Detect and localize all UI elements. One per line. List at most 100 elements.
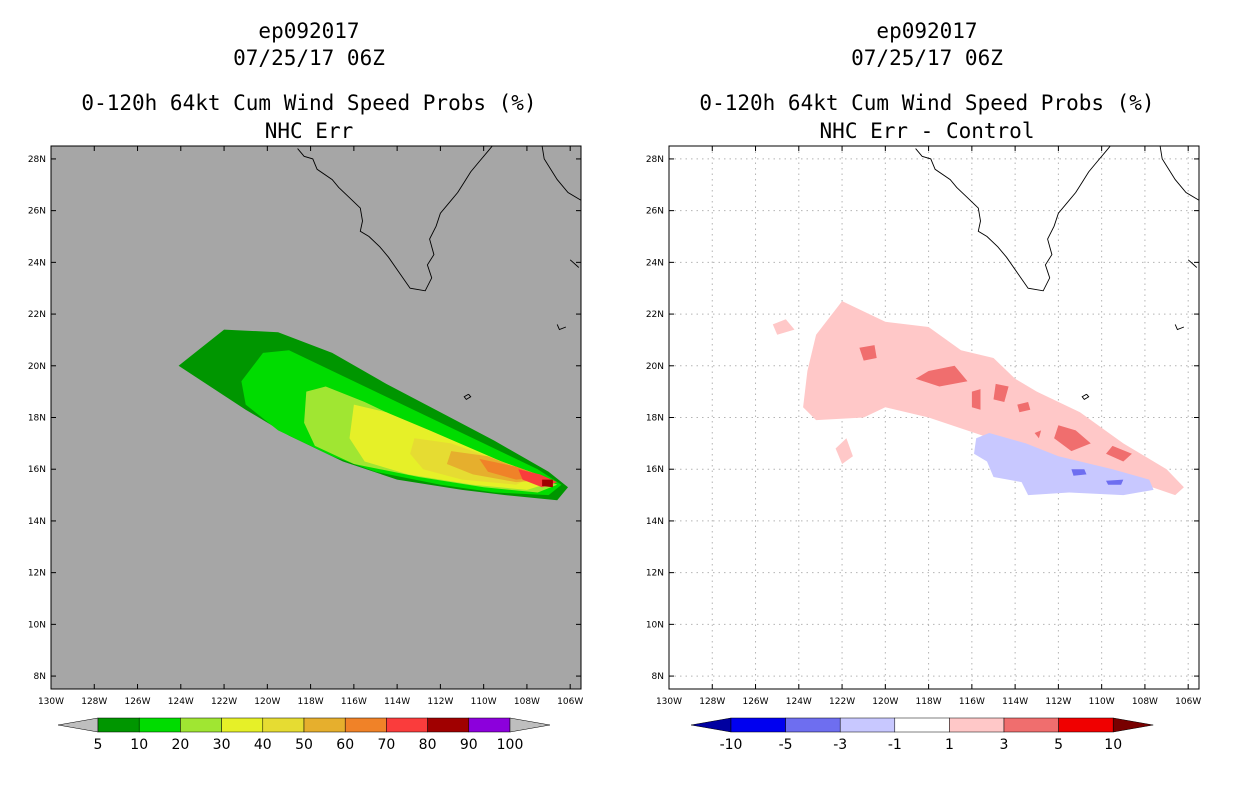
contour-level-3 [971, 389, 981, 410]
colorbar-label: -1 [888, 737, 902, 753]
lat-tick-label: 10N [646, 620, 664, 630]
lat-tick-label: 8N [652, 672, 664, 682]
contour-layer [178, 146, 581, 501]
subtitle: NHC Err - Control [819, 119, 1035, 143]
lon-tick-label: 112W [427, 697, 453, 707]
product-title: 0-120h 64kt Cum Wind Speed Probs (%) [699, 91, 1155, 115]
lat-tick-label: 16N [646, 465, 664, 475]
lon-tick-label: 116W [341, 697, 367, 707]
colorbar-segment [97, 717, 140, 733]
left-panel: ep092017 07/25/17 06Z 0-120h 64kt Cum Wi… [28, 19, 584, 753]
colorbar-segment [386, 717, 428, 733]
colorbar-segment [1058, 717, 1114, 733]
colorbar-label: -5 [779, 737, 793, 753]
contour-level--1 [974, 433, 1154, 496]
lon-tick-label: 106W [1175, 697, 1201, 707]
coastline [556, 324, 567, 331]
storm-id-title: ep092017 [876, 19, 978, 43]
lon-tick-label: 122W [211, 697, 237, 707]
lon-tick-label: 120W [254, 697, 280, 707]
subtitle: NHC Err [264, 119, 354, 143]
lon-tick-label: 128W [81, 697, 107, 707]
colorbar-segment [839, 717, 896, 733]
colorbar-label: 100 [497, 737, 524, 753]
colorbar-label: 30 [213, 737, 231, 753]
contour-level-3 [1054, 425, 1091, 452]
colorbar-label: 3 [1000, 737, 1009, 753]
colorbar-segment [730, 717, 786, 733]
lat-tick-label: 14N [646, 517, 664, 527]
colorbar-label: 5 [1054, 737, 1063, 753]
difference-map: 130W 128W 126W 124W 122W 120W 118W 116W 114W 112W… [646, 145, 1201, 707]
colorbar-label: 60 [336, 737, 354, 753]
colorbar-segment [262, 717, 305, 733]
colorbar-segment [894, 717, 950, 733]
colorbar-segment [221, 717, 264, 733]
coastline [1081, 393, 1090, 400]
coastline [541, 146, 581, 201]
coastline [1174, 324, 1185, 331]
colorbar-low-arrow [690, 717, 732, 733]
lon-tick-label: 126W [124, 697, 150, 707]
lat-tick-label: 20N [28, 362, 46, 372]
lat-tick-label: 26N [646, 207, 664, 217]
lon-tick-label: 110W [1089, 697, 1115, 707]
colorbar-label: 5 [94, 737, 103, 753]
lon-tick-label: 106W [557, 697, 583, 707]
colorbar-label: 90 [460, 737, 478, 753]
coastline [569, 259, 580, 268]
lon-tick-label: 108W [514, 697, 540, 707]
colorbar-label: -3 [833, 737, 847, 753]
lat-tick-label: 20N [646, 362, 664, 372]
lon-tick-label: 122W [829, 697, 855, 707]
lon-tick-label: 120W [872, 697, 898, 707]
lon-tick-label: 108W [1132, 697, 1158, 707]
contour-level-3 [1034, 430, 1042, 439]
contour-layer [772, 146, 1199, 496]
contour-level-3 [1106, 445, 1132, 462]
contour-level-3 [993, 383, 1009, 402]
product-title: 0-120h 64kt Cum Wind Speed Probs (%) [81, 91, 537, 115]
colorbar-label: 10 [1104, 737, 1122, 753]
lat-tick-label: 28N [28, 155, 46, 165]
colorbar-segment [303, 717, 346, 733]
colorbar-label: 1 [945, 737, 954, 753]
coastline [915, 146, 1111, 292]
colorbar-segment [1003, 717, 1059, 733]
lat-tick-label: 24N [28, 258, 46, 268]
lat-tick-label: 28N [646, 155, 664, 165]
lat-tick-label: 18N [646, 414, 664, 424]
colorbar-segment [138, 717, 181, 733]
lon-tick-label: 126W [742, 697, 768, 707]
colorbar-label: 80 [419, 737, 437, 753]
colorbar-segment [180, 717, 222, 733]
contour-level-3 [915, 365, 968, 387]
lat-tick-label: 24N [646, 258, 664, 268]
coastline [463, 393, 472, 400]
lon-tick-label: 110W [471, 697, 497, 707]
lat-tick-label: 10N [28, 620, 46, 630]
colorbar-label: 10 [130, 737, 148, 753]
contour-level--3 [1071, 469, 1087, 476]
coastline [1159, 146, 1199, 201]
contour-level-1 [772, 319, 795, 335]
lon-tick-label: 130W [38, 697, 64, 707]
datetime-title: 07/25/17 06Z [851, 46, 1003, 70]
lat-tick-label: 18N [28, 414, 46, 424]
lat-tick-label: 8N [34, 672, 46, 682]
probability-map: 130W 128W 126W 124W 122W 120W 118W 116W 114W 112W… [28, 145, 583, 707]
colorbar-segment [785, 717, 841, 733]
colorbar-high-arrow [1112, 717, 1154, 733]
colorbar-label: 40 [254, 737, 272, 753]
contour-level-80 [542, 479, 553, 488]
contour-level-1 [835, 438, 853, 464]
lat-tick-label: 26N [28, 207, 46, 217]
difference-colorbar: -10 -5 -3 -1 1 3 5 10 [690, 717, 1154, 753]
colorbar-low-arrow [57, 717, 99, 733]
contour-level-3 [859, 345, 877, 361]
colorbar-label: -10 [720, 737, 743, 753]
colorbar-label: 20 [171, 737, 189, 753]
colorbar-segment [949, 717, 1005, 733]
contour-level-3 [1017, 402, 1031, 413]
coastline [1187, 259, 1198, 268]
